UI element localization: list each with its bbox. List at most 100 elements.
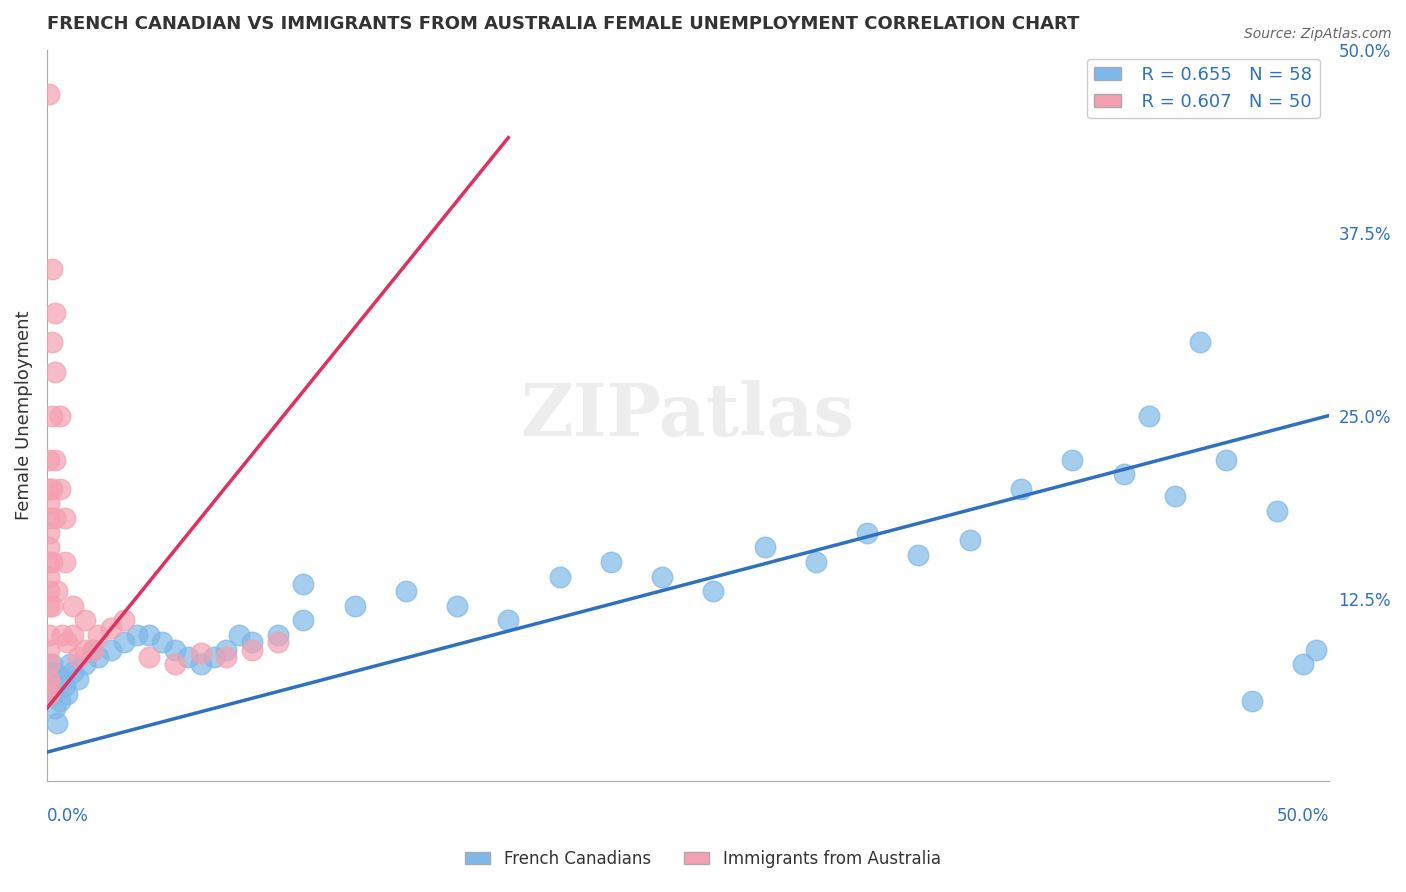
- Text: 50.0%: 50.0%: [1277, 807, 1329, 825]
- Text: Source: ZipAtlas.com: Source: ZipAtlas.com: [1244, 27, 1392, 41]
- Point: [44, 365, 66, 379]
- Point: [38, 525, 60, 540]
- Point: [1267, 504, 1289, 518]
- Point: [82, 642, 104, 657]
- Point: [38, 569, 60, 583]
- Point: [87, 650, 110, 665]
- Point: [150, 635, 173, 649]
- Point: [82, 642, 104, 657]
- Y-axis label: Female Unemployment: Female Unemployment: [15, 311, 32, 520]
- Point: [41, 262, 63, 277]
- Point: [112, 635, 135, 649]
- Legend: French Canadians, Immigrants from Australia: French Canadians, Immigrants from Austra…: [458, 844, 948, 875]
- Point: [38, 584, 60, 599]
- Point: [1215, 452, 1237, 467]
- Point: [292, 577, 315, 591]
- Point: [1305, 642, 1327, 657]
- Point: [41, 335, 63, 350]
- Point: [66, 650, 89, 665]
- Point: [46, 584, 69, 599]
- Point: [48, 482, 70, 496]
- Point: [46, 715, 69, 730]
- Point: [1062, 452, 1084, 467]
- Point: [38, 496, 60, 510]
- Point: [53, 679, 76, 693]
- Point: [59, 657, 82, 672]
- Point: [498, 614, 520, 628]
- Point: [1240, 694, 1263, 708]
- Point: [343, 599, 366, 613]
- Point: [599, 555, 621, 569]
- Point: [165, 642, 187, 657]
- Point: [38, 541, 60, 555]
- Point: [62, 628, 84, 642]
- Point: [75, 657, 97, 672]
- Point: [177, 650, 200, 665]
- Point: [38, 687, 60, 701]
- Point: [959, 533, 981, 547]
- Point: [165, 657, 187, 672]
- Point: [41, 657, 63, 672]
- Point: [240, 642, 263, 657]
- Point: [44, 701, 66, 715]
- Point: [38, 642, 60, 657]
- Point: [100, 621, 122, 635]
- Point: [38, 511, 60, 525]
- Point: [38, 555, 60, 569]
- Point: [1112, 467, 1135, 482]
- Legend:   R = 0.655   N = 58,   R = 0.607   N = 50: R = 0.655 N = 58, R = 0.607 N = 50: [1087, 59, 1320, 119]
- Point: [1164, 489, 1187, 503]
- Point: [41, 687, 63, 701]
- Point: [51, 672, 73, 686]
- Point: [38, 599, 60, 613]
- Point: [48, 694, 70, 708]
- Point: [190, 657, 212, 672]
- Point: [38, 482, 60, 496]
- Point: [38, 452, 60, 467]
- Point: [266, 635, 288, 649]
- Point: [38, 628, 60, 642]
- Point: [39, 665, 62, 679]
- Point: [75, 614, 97, 628]
- Text: 0.0%: 0.0%: [46, 807, 89, 825]
- Point: [41, 555, 63, 569]
- Point: [215, 650, 238, 665]
- Point: [548, 569, 571, 583]
- Point: [56, 687, 79, 701]
- Point: [240, 635, 263, 649]
- Point: [1010, 482, 1032, 496]
- Point: [754, 541, 776, 555]
- Point: [66, 672, 89, 686]
- Point: [856, 525, 879, 540]
- Point: [190, 646, 212, 660]
- Point: [53, 511, 76, 525]
- Point: [41, 409, 63, 423]
- Point: [907, 548, 929, 562]
- Point: [395, 584, 418, 599]
- Point: [41, 599, 63, 613]
- Point: [53, 555, 76, 569]
- Point: [702, 584, 724, 599]
- Point: [804, 555, 827, 569]
- Point: [38, 87, 60, 101]
- Point: [38, 672, 60, 686]
- Point: [228, 628, 250, 642]
- Point: [87, 628, 110, 642]
- Point: [100, 642, 122, 657]
- Point: [41, 482, 63, 496]
- Point: [266, 628, 288, 642]
- Text: ZIPatlas: ZIPatlas: [520, 380, 855, 451]
- Text: FRENCH CANADIAN VS IMMIGRANTS FROM AUSTRALIA FEMALE UNEMPLOYMENT CORRELATION CHA: FRENCH CANADIAN VS IMMIGRANTS FROM AUSTR…: [46, 15, 1080, 33]
- Point: [138, 650, 160, 665]
- Point: [202, 650, 225, 665]
- Point: [38, 687, 60, 701]
- Point: [62, 599, 84, 613]
- Point: [51, 628, 73, 642]
- Point: [125, 628, 148, 642]
- Point: [38, 679, 60, 693]
- Point: [75, 642, 97, 657]
- Point: [44, 665, 66, 679]
- Point: [1137, 409, 1160, 423]
- Point: [48, 409, 70, 423]
- Point: [38, 657, 60, 672]
